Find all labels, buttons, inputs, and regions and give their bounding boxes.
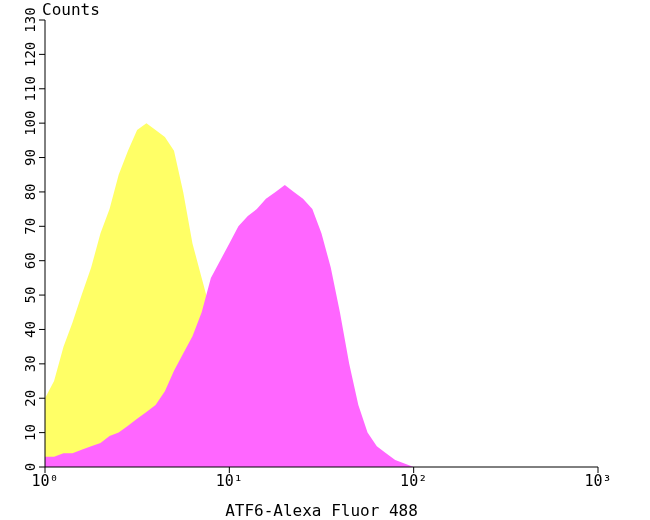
svg-text:20: 20	[22, 390, 38, 407]
svg-text:10: 10	[22, 424, 38, 441]
svg-text:70: 70	[22, 218, 38, 235]
svg-text:110: 110	[22, 76, 38, 101]
html-text:Counts: Counts	[42, 0, 100, 19]
svg-text:60: 60	[22, 252, 38, 269]
svg-text:0: 0	[22, 463, 38, 471]
svg-text:10²: 10²	[400, 472, 427, 490]
svg-text:30: 30	[22, 355, 38, 372]
svg-text:10⁰: 10⁰	[31, 472, 58, 490]
svg-text:120: 120	[22, 42, 38, 67]
svg-text:50: 50	[22, 287, 38, 304]
svg-text:10¹: 10¹	[216, 472, 243, 490]
svg-text:90: 90	[22, 149, 38, 166]
svg-text:100: 100	[22, 111, 38, 136]
svg-text:40: 40	[22, 321, 38, 338]
svg-text:10³: 10³	[584, 472, 611, 490]
svg-text:ATF6-Alexa Fluor 488: ATF6-Alexa Fluor 488	[225, 501, 418, 520]
svg-text:130: 130	[22, 7, 38, 32]
svg-text:80: 80	[22, 183, 38, 200]
